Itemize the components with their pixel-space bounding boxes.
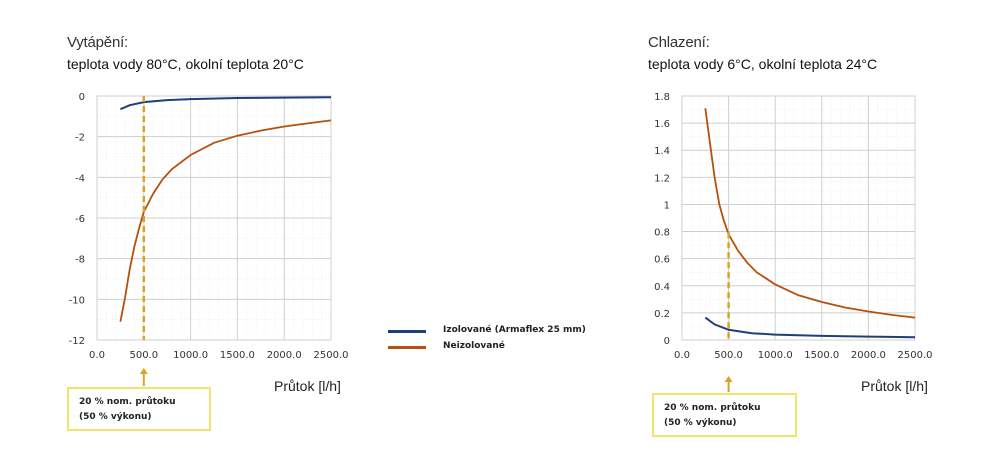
right-callout-line1: 20 % nom. průtoku [664, 403, 761, 413]
right-x-tick-label: 2000.0 [851, 350, 886, 361]
right-chart-title: Chlazení: [648, 34, 710, 51]
left-y-tick-label: -12 [69, 336, 85, 347]
left-x-tick-label: 2000.0 [267, 350, 302, 361]
left-callout-line2: (50 % výkonu) [79, 412, 152, 422]
left-y-tick-label: -4 [75, 173, 85, 184]
right-y-tick-label: 0 [664, 336, 670, 347]
left-chart-title: Vytápění: [67, 34, 129, 51]
right-y-tick-label: 0.4 [654, 282, 670, 293]
right-callout-box: 20 % nom. průtoku (50 % výkonu) [652, 393, 797, 437]
left-series-line-uninsulated [119, 119, 332, 322]
right-y-tick-label: 1.6 [654, 119, 670, 130]
right-y-tick-label: 1.4 [654, 146, 670, 157]
left-chart-subtitle: teplota vody 80°C, okolní teplota 20°C [67, 56, 304, 72]
left-y-tick-label: -10 [69, 295, 85, 306]
right-x-tick-label: 1000.0 [758, 350, 793, 361]
right-x-tick-label: 0.0 [674, 350, 690, 361]
left-y-tick-label: -2 [75, 133, 85, 144]
left-x-axis-title: Průtok [l/h] [274, 378, 341, 394]
right-x-tick-label: 2500.0 [898, 350, 933, 361]
left-marker-arrowhead [139, 368, 148, 374]
right-y-tick-label: 0.2 [654, 309, 670, 320]
left-x-tick-label: 2500.0 [314, 350, 349, 361]
left-callout-line1: 20 % nom. průtoku [79, 397, 176, 407]
left-y-tick-label: -8 [75, 255, 85, 266]
left-y-tick-label: -6 [75, 214, 85, 225]
legend-label-insulated: Izolované (Armaflex 25 mm) [443, 325, 586, 335]
right-y-tick-label: 0.6 [654, 255, 670, 266]
legend-swatch-insulated [388, 330, 426, 333]
right-chart-subtitle: teplota vody 6°C, okolní teplota 24°C [648, 56, 878, 72]
right-series-line-uninsulated [704, 108, 916, 319]
legend-label-uninsulated: Neizolované [443, 341, 505, 351]
legend-swatch-uninsulated [388, 346, 426, 349]
right-y-tick-label: 0.8 [654, 228, 670, 239]
right-x-axis-title: Průtok [l/h] [861, 378, 928, 394]
left-callout-box: 20 % nom. průtoku (50 % výkonu) [67, 387, 211, 431]
right-plot-area [681, 95, 916, 341]
left-x-tick-label: 1500.0 [220, 350, 255, 361]
right-callout-line2: (50 % výkonu) [664, 418, 737, 428]
left-series-line-insulated [120, 96, 332, 111]
right-y-tick-label: 1.8 [654, 92, 670, 103]
left-x-tick-label: 0.0 [89, 350, 105, 361]
left-y-tick-label: 0 [79, 92, 85, 103]
right-x-tick-label: 500.0 [714, 350, 743, 361]
right-y-tick-label: 1 [664, 200, 670, 211]
left-x-tick-label: 500.0 [129, 350, 158, 361]
right-x-tick-label: 1500.0 [804, 350, 839, 361]
right-series-line-insulated [704, 316, 916, 339]
right-y-tick-label: 1.2 [654, 173, 670, 184]
right-marker-arrowhead [724, 376, 733, 382]
left-x-tick-label: 1000.0 [173, 350, 208, 361]
